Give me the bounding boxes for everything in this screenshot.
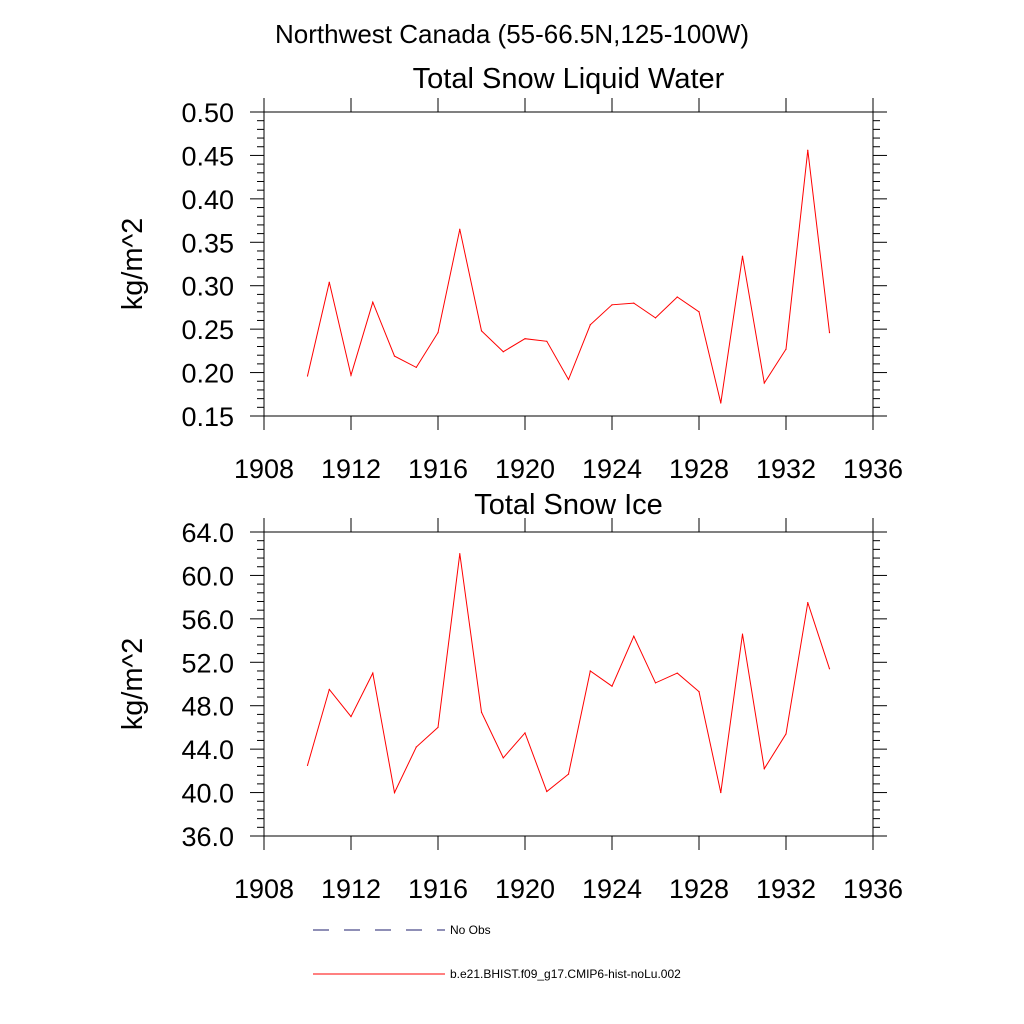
ice-ytick-label: 52.0 [181,648,234,678]
wl-data-point [785,348,787,350]
wl-data-point [698,311,700,313]
ice-title: Total Snow Ice [474,489,663,521]
wl-ytick-label: 0.40 [181,185,234,215]
wl-data-point [437,332,439,334]
wl-data-point [306,375,309,377]
legend-no-obs-label: No Obs [450,923,491,937]
wl-data-point [720,402,722,404]
ice-xtick-label: 1908 [234,874,294,904]
ice-data-point [350,715,352,718]
ice-ytick-label: 36.0 [181,822,234,852]
ice-data-point [415,746,417,748]
wl-data-point [480,330,483,332]
wl-data-point [567,378,570,381]
ice-data-point [567,773,570,775]
wl-data-point [807,149,809,151]
panel-snow-liquid-water: Total Snow Liquid Water 1908 1912 1916 1920 1… [117,63,903,484]
ice-data-point [611,685,613,687]
ice-xtick-label: 1916 [408,874,468,904]
panel-snow-ice: Total Snow Ice 1908 1912 1916 1920 1924 1928 19… [117,489,903,904]
wl-series-line [307,150,830,404]
wl-xtick-label: 1920 [495,454,555,484]
ice-data-point [720,791,722,794]
ice-data-point [676,672,678,674]
wl-data-point [459,228,461,230]
ice-data-point [524,732,526,734]
ice-data-point [306,764,309,767]
wl-data-point [633,302,635,304]
ice-data-point [698,691,700,693]
wl-ytick-label: 0.50 [181,98,234,128]
wl-data-point [611,304,613,306]
wl-ytick-label: 0.15 [181,402,234,432]
legend-model-label: b.e21.BHIST.f09_g17.CMIP6-hist-noLu.002 [450,967,681,981]
wl-data-point [372,301,374,303]
wl-title: Total Snow Liquid Water [413,63,725,95]
wl-data-point [828,332,831,334]
wl-data-point [546,340,548,342]
ice-data-point [546,790,548,793]
wl-data-point [676,296,678,298]
wl-ytick-label: 0.20 [181,359,234,389]
wl-ylabel: kg/m^2 [117,218,149,311]
ice-data-point [763,768,765,770]
ice-data-point [785,733,787,735]
wl-xtick-label: 1936 [843,454,903,484]
ice-xtick-label: 1936 [843,874,903,904]
ice-data-point [654,682,657,684]
wl-ytick-label: 0.35 [181,228,234,258]
ice-xtick-label: 1924 [582,874,642,904]
wl-data-point [524,338,526,340]
ice-ytick-label: 48.0 [181,692,234,722]
ice-data-point [633,635,635,637]
ice-ytick-label: 44.0 [181,735,234,765]
ice-data-point [828,668,831,670]
figure-suptitle: Northwest Canada (55-66.5N,125-100W) [275,19,749,49]
ice-data-point [372,672,374,674]
ice-ytick-label: 60.0 [181,561,234,591]
wl-ytick-label: 0.25 [181,315,234,345]
legend: No Obs b.e21.BHIST.f09_g17.CMIP6-hist-no… [313,923,681,981]
wl-data-point [350,374,352,376]
wl-xtick-label: 1928 [669,454,729,484]
ice-ytick-label: 64.0 [181,518,234,548]
wl-data-point [654,317,657,319]
wl-data-point [502,351,504,353]
ice-series-line [307,553,830,795]
wl-data-point [741,255,744,257]
ice-data-point [459,553,461,555]
wl-data-point [589,324,591,326]
ice-data-point [807,601,809,604]
ice-data-point [589,670,591,672]
ice-data-point [393,791,396,794]
ice-plot-frame [263,531,874,837]
ice-data-point [502,757,504,759]
ice-ytick-label: 40.0 [181,779,234,809]
ice-ylabel: kg/m^2 [117,638,149,731]
wl-xtick-label: 1932 [756,454,816,484]
wl-ytick-label: 0.30 [181,272,234,302]
ice-xtick-label: 1932 [756,874,816,904]
ice-data-point [437,726,439,729]
wl-xtick-label: 1908 [234,454,294,484]
wl-data-point [393,355,396,357]
wl-xtick-label: 1912 [321,454,381,484]
ice-xtick-label: 1912 [321,874,381,904]
wl-data-point [415,366,417,368]
wl-xtick-label: 1916 [408,454,468,484]
ice-ytick-label: 56.0 [181,605,234,635]
wl-data-point [763,382,765,384]
ice-xtick-label: 1928 [669,874,729,904]
ice-xtick-label: 1920 [495,874,555,904]
wl-xtick-label: 1924 [582,454,642,484]
wl-ytick-label: 0.45 [181,141,234,171]
wl-data-point [328,281,330,283]
ice-data-point [741,633,744,635]
ice-data-point [480,711,483,713]
wl-plot-frame [263,111,874,417]
ice-data-point [328,688,330,691]
